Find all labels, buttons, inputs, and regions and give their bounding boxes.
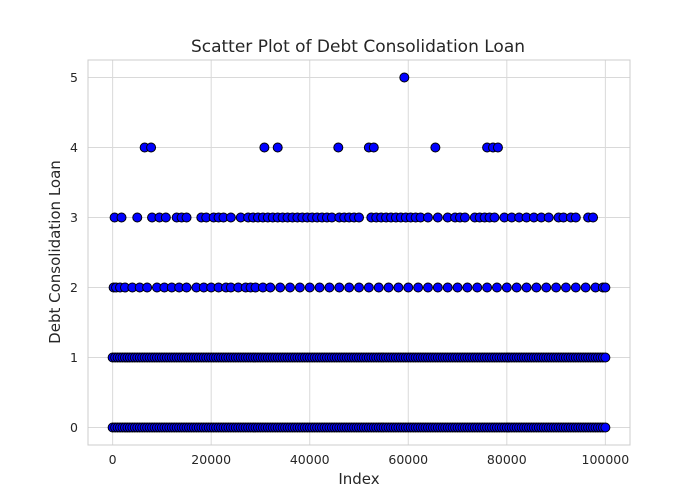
- x-tick-label: 0: [109, 452, 117, 467]
- points-layer: [107, 72, 611, 433]
- data-point: [511, 282, 522, 293]
- data-point: [560, 282, 571, 293]
- data-point: [393, 282, 404, 293]
- data-point: [181, 282, 192, 293]
- data-point: [354, 282, 364, 293]
- data-point: [501, 282, 512, 293]
- data-point: [265, 282, 276, 293]
- x-tick-label: 60000: [388, 452, 428, 467]
- data-point: [142, 282, 153, 293]
- data-point: [462, 282, 473, 293]
- data-point: [368, 142, 379, 153]
- data-point: [422, 282, 433, 293]
- data-point: [442, 282, 453, 293]
- plot-frame: [87, 59, 631, 446]
- y-tick-label: 2: [70, 280, 78, 295]
- x-axis-label: Index: [338, 470, 379, 488]
- data-point: [275, 282, 286, 293]
- x-tick-label: 80000: [487, 452, 527, 467]
- data-point: [422, 212, 433, 223]
- x-tick-label: 20000: [191, 452, 231, 467]
- data-point: [600, 352, 611, 363]
- data-point: [225, 212, 236, 223]
- data-point: [491, 282, 502, 293]
- data-point: [459, 212, 470, 223]
- data-point: [399, 72, 410, 83]
- x-tick-label: 40000: [290, 452, 330, 467]
- data-point: [531, 282, 542, 293]
- data-point: [314, 282, 325, 293]
- data-point: [430, 142, 441, 153]
- data-point: [432, 282, 443, 293]
- data-point: [116, 212, 127, 223]
- y-tick-label: 3: [70, 210, 78, 225]
- ticks-layer: 0 20000 40000 60000 80000 100000 0 1 2 3 4 5: [70, 70, 629, 467]
- data-point: [146, 142, 157, 153]
- data-point: [588, 212, 599, 223]
- data-point: [472, 282, 483, 293]
- data-point: [304, 282, 315, 293]
- data-point: [354, 212, 364, 223]
- y-axis-label: Debt Consolidation Loan: [46, 160, 64, 344]
- data-point: [570, 212, 581, 223]
- data-point: [413, 282, 424, 293]
- data-point: [403, 282, 414, 293]
- data-point: [521, 282, 532, 293]
- data-point: [294, 282, 305, 293]
- data-point: [324, 282, 335, 293]
- data-point: [132, 212, 143, 223]
- data-point: [543, 212, 554, 223]
- chart-title: Scatter Plot of Debt Consolidation Loan: [191, 37, 525, 57]
- data-point: [482, 282, 493, 293]
- x-tick-label: 100000: [582, 452, 630, 467]
- data-point: [334, 282, 345, 293]
- y-tick-label: 4: [70, 140, 78, 155]
- data-point: [452, 282, 463, 293]
- data-point: [489, 212, 500, 223]
- data-point: [160, 212, 171, 223]
- data-point: [383, 282, 394, 293]
- data-point: [363, 282, 374, 293]
- data-point: [285, 282, 296, 293]
- y-tick-label: 1: [70, 350, 78, 365]
- data-point: [580, 282, 591, 293]
- data-point: [600, 422, 611, 433]
- data-point: [551, 282, 562, 293]
- data-point: [181, 212, 192, 223]
- data-point: [272, 142, 283, 153]
- data-point: [344, 282, 355, 293]
- y-tick-label: 0: [70, 420, 78, 435]
- data-point: [259, 142, 270, 153]
- data-point: [600, 282, 611, 293]
- y-tick-label: 5: [70, 70, 78, 85]
- grid-layer: [88, 60, 630, 445]
- data-point: [373, 282, 384, 293]
- data-point: [432, 212, 443, 223]
- data-point: [492, 142, 503, 153]
- data-point: [333, 142, 344, 153]
- data-point: [570, 282, 581, 293]
- data-point: [541, 282, 552, 293]
